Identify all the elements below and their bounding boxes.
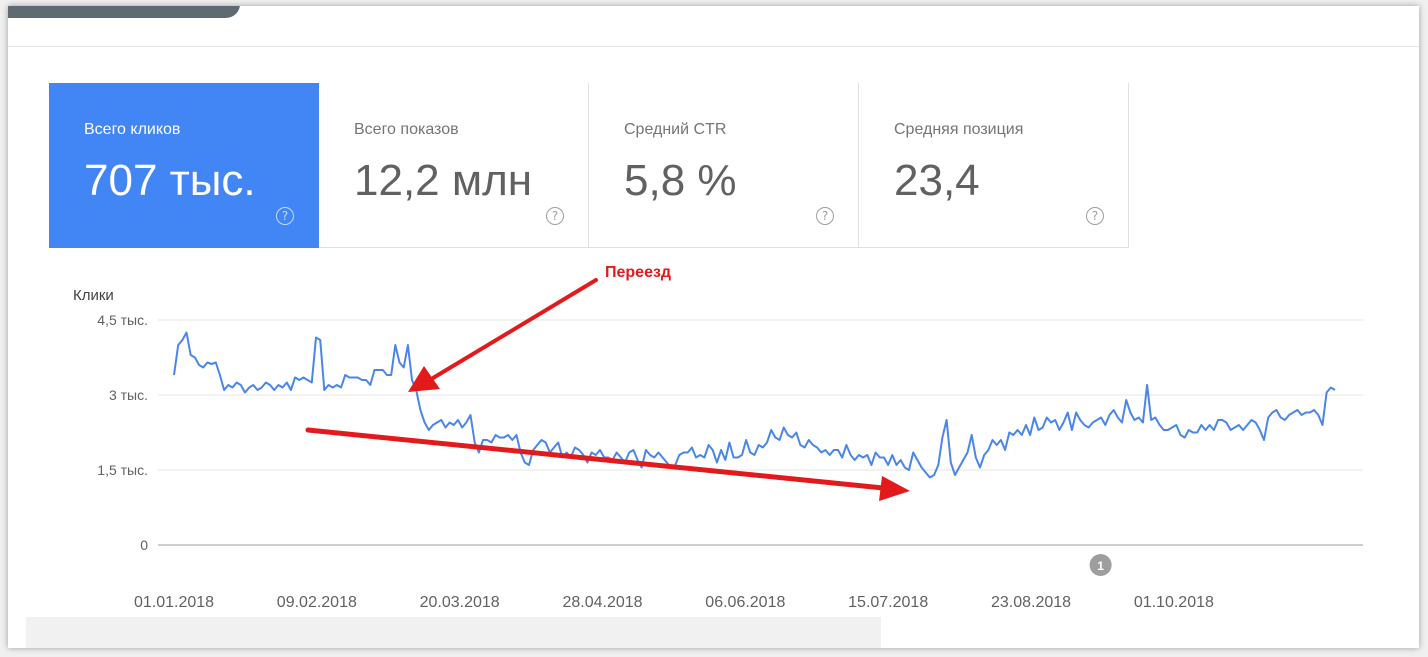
top-bar — [8, 6, 1419, 47]
y-tick-label: 0 — [140, 537, 148, 553]
help-icon[interactable]: ? — [816, 207, 834, 225]
help-icon[interactable]: ? — [1086, 207, 1104, 225]
arrow-shaft — [431, 278, 598, 380]
metric-value: 5,8 % — [624, 156, 737, 205]
y-axis-title: Клики — [73, 287, 114, 304]
metric-average-ctr[interactable]: Средний CTR 5,8 % ? — [589, 83, 859, 248]
metric-label: Средний CTR — [624, 121, 727, 138]
marker-label: 1 — [1097, 559, 1104, 573]
y-axis-ticks: 0 1,5 тыс. 3 тыс. 4,5 тыс. — [97, 312, 148, 553]
series-line — [173, 331, 1336, 479]
x-tick-label: 20.03.2018 — [420, 594, 500, 611]
x-tick-label: 28.04.2018 — [562, 594, 642, 611]
trend-arrow-head — [879, 476, 910, 501]
top-tab[interactable] — [8, 6, 240, 18]
y-tick-label: 3 тыс. — [109, 387, 148, 403]
metric-label: Всего кликов — [84, 121, 181, 138]
x-tick-label: 09.02.2018 — [277, 594, 357, 611]
metric-total-clicks[interactable]: Всего кликов 707 тыс. ? — [49, 83, 319, 248]
x-tick-label: 06.06.2018 — [705, 594, 785, 611]
series-layer — [173, 331, 1336, 479]
clicks-chart: 0 1,5 тыс. 3 тыс. 4,5 тыс. 01.01.2018 09.02.… — [73, 264, 1363, 611]
annotation-label: Переезд — [605, 264, 671, 281]
x-tick-label: 23.08.2018 — [991, 594, 1071, 611]
metric-total-impressions[interactable]: Всего показов 12,2 млн ? — [319, 83, 589, 248]
metric-label: Всего показов — [354, 121, 459, 138]
metric-average-position[interactable]: Средняя позиция 23,4 ? — [859, 83, 1129, 248]
metric-value: 12,2 млн — [354, 156, 533, 205]
y-tick-label: 4,5 тыс. — [97, 312, 148, 328]
metric-value: 707 тыс. — [84, 156, 256, 205]
help-icon[interactable]: ? — [276, 207, 294, 225]
metrics-row: Всего кликов 707 тыс. ? Всего показов 12… — [49, 83, 1129, 248]
metric-value: 23,4 — [894, 156, 980, 205]
metric-label: Средняя позиция — [894, 121, 1024, 138]
annotation-marker[interactable]: 1 — [1089, 554, 1112, 576]
chart-grid — [158, 319, 1363, 546]
bottom-toolbar — [26, 617, 881, 648]
x-axis-ticks: 01.01.2018 09.02.2018 20.03.2018 28.04.2018… — [134, 594, 1214, 611]
x-tick-label: 01.01.2018 — [134, 594, 214, 611]
trend-arrow-shaft — [305, 427, 886, 491]
annotation-arrows — [305, 278, 910, 501]
y-tick-label: 1,5 тыс. — [97, 462, 148, 478]
arrow-head — [408, 366, 440, 392]
x-tick-label: 01.10.2018 — [1134, 594, 1214, 611]
marker-circle — [1089, 554, 1112, 576]
x-tick-label: 15.07.2018 — [848, 594, 928, 611]
window-frame: Всего кликов 707 тыс. ? Всего показов 12… — [8, 6, 1419, 648]
help-icon[interactable]: ? — [546, 207, 564, 225]
